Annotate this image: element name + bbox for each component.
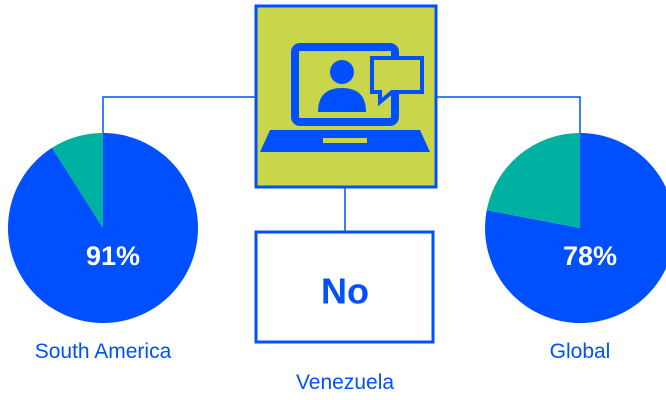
pie-label: South America <box>34 340 172 363</box>
value-label: 78% <box>563 241 617 271</box>
pie-slice <box>7 133 198 323</box>
answer-box <box>254 230 435 344</box>
pie-slice <box>52 133 103 228</box>
laptop-icon <box>260 43 430 152</box>
center-label: Venezuela <box>295 371 395 394</box>
connector <box>436 96 581 133</box>
connector <box>102 96 256 133</box>
answer: No <box>321 271 369 312</box>
value-label: 91% <box>86 241 140 271</box>
connectors <box>102 96 581 232</box>
pie-slice <box>486 133 580 228</box>
pie-label: Global <box>549 340 611 363</box>
pie-slice <box>485 133 666 323</box>
